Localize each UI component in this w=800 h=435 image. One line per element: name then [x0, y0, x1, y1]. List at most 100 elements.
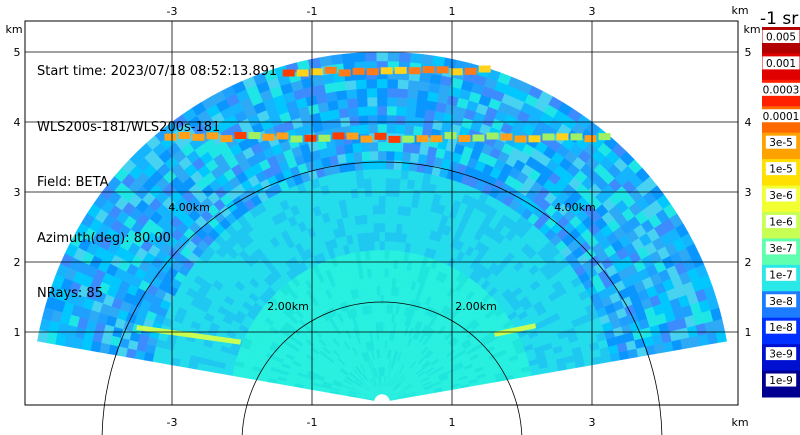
fan-cell	[346, 97, 358, 109]
fan-cell	[387, 285, 392, 296]
x-tick-label-bottom: -3	[167, 416, 178, 429]
fan-cell	[378, 222, 386, 233]
fan-cell	[422, 117, 434, 129]
fan-cell	[402, 142, 413, 153]
y-tick-label-left: 4	[14, 116, 21, 129]
fan-cell	[363, 178, 372, 188]
fan-cell	[382, 321, 387, 332]
fan-cell	[414, 171, 425, 182]
fan-cell	[406, 88, 419, 100]
layer-segment-0	[486, 132, 499, 140]
fan-cell	[347, 106, 359, 118]
layer-segment-0	[360, 135, 373, 143]
x-tick-label-top: -3	[167, 5, 178, 18]
fan-cell	[341, 52, 355, 64]
fan-cell	[386, 123, 396, 134]
fan-cell	[412, 125, 424, 137]
fan-cell	[307, 57, 321, 69]
fan-cell	[377, 141, 387, 152]
fan-cell	[391, 204, 399, 215]
fan-cell	[318, 55, 333, 67]
fan-cell	[365, 78, 378, 89]
fan-cell	[395, 124, 406, 135]
fan-cell	[386, 78, 399, 89]
fan-cell	[358, 124, 369, 135]
y-tick-label-left: 2	[14, 256, 21, 269]
colorbar-label: 1e-6	[769, 216, 793, 228]
colorbar-label: 3e-6	[769, 190, 793, 202]
fan-cell	[406, 179, 416, 190]
layer-segment-1	[366, 68, 379, 76]
fan-cell	[358, 196, 367, 207]
fan-cell	[372, 222, 380, 233]
fan-cell	[396, 214, 404, 225]
layer-segment-0	[542, 133, 555, 141]
layer-segment-0	[598, 133, 611, 141]
fan-cell	[413, 180, 423, 191]
fan-cell	[384, 240, 391, 251]
fan-cell	[373, 231, 380, 242]
fan-cell	[386, 105, 397, 116]
layer-segment-1	[296, 69, 309, 77]
fan-cell	[407, 79, 420, 91]
fan-cell	[370, 177, 379, 188]
fan-cell	[356, 97, 368, 108]
fan-cell	[409, 52, 423, 64]
fan-cell	[343, 143, 354, 154]
fan-cell	[417, 80, 430, 92]
fan-cell	[143, 351, 155, 362]
layer-segment-0	[318, 134, 331, 142]
fan-cell	[392, 178, 401, 188]
fan-cell	[394, 142, 404, 153]
fan-cell	[398, 187, 407, 198]
fan-cell	[386, 114, 397, 125]
fan-cell	[375, 276, 381, 287]
layer-segment-0	[528, 135, 541, 143]
fan-cell	[403, 206, 412, 217]
fan-cell	[386, 87, 398, 98]
fan-cell	[359, 205, 367, 216]
fan-cell	[383, 285, 388, 296]
fan-cell	[396, 97, 408, 108]
fan-cell	[376, 96, 388, 107]
fan-cell	[390, 213, 398, 224]
layer-segment-1	[436, 66, 449, 74]
fan-cell	[416, 89, 429, 101]
field-text: Field: BETA	[37, 175, 109, 190]
y-tick-label-left: 5	[14, 46, 21, 59]
fan-cell	[355, 88, 368, 99]
colorbar-label: 0.0003	[763, 84, 800, 96]
fan-cell	[364, 196, 373, 206]
fan-cell	[377, 123, 387, 134]
fan-cell	[391, 196, 400, 206]
x-tick-label-bottom: 3	[589, 416, 596, 429]
fan-cell	[405, 106, 417, 118]
fan-cell	[355, 79, 367, 90]
fan-cell	[376, 78, 388, 89]
fan-cell	[378, 213, 386, 224]
fan-cell	[406, 97, 418, 109]
fan-cell	[384, 222, 392, 233]
layer-segment-1	[352, 67, 365, 75]
y-tick-label-right: 1	[745, 326, 752, 339]
x-unit-top: km	[731, 4, 748, 17]
radar-fan	[37, 51, 727, 401]
layer-segment-1	[324, 66, 337, 74]
fan-cell	[414, 107, 426, 119]
fan-cell	[367, 114, 378, 125]
colorbar-label: 0.005	[766, 31, 796, 43]
fan-cell	[336, 98, 349, 110]
fan-cell	[418, 71, 432, 83]
fan-cell	[389, 231, 397, 242]
fan-cell	[361, 160, 371, 171]
fan-cell	[378, 231, 386, 242]
fan-cell	[388, 258, 394, 269]
fan-cell	[360, 142, 370, 153]
fan-cell	[161, 355, 172, 365]
fan-cell	[383, 258, 390, 269]
fan-cell	[395, 106, 407, 117]
nrays-text: NRays: 85	[37, 286, 103, 301]
azimuth-text: Azimuth(deg): 80.00	[37, 230, 171, 246]
fan-cell	[404, 197, 413, 208]
